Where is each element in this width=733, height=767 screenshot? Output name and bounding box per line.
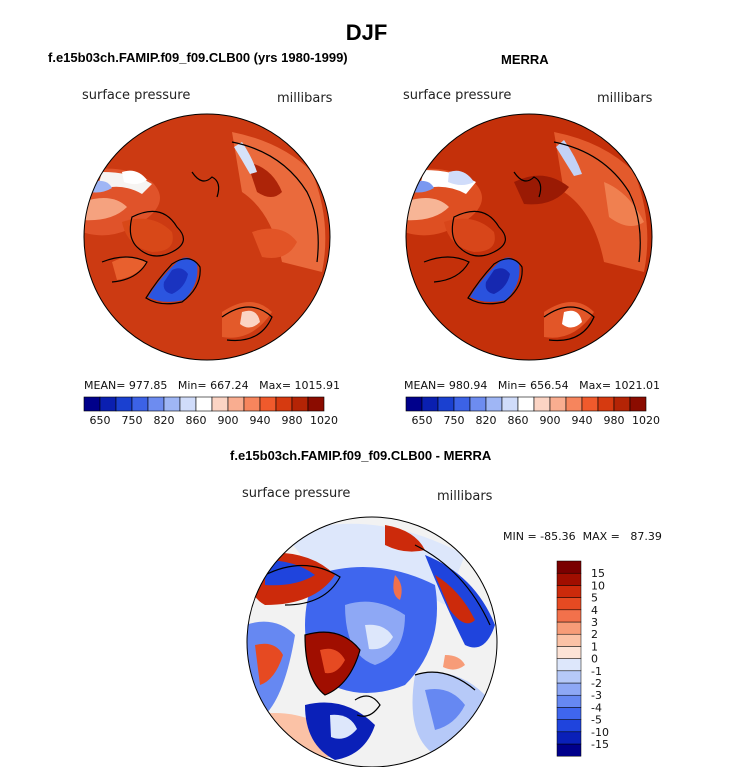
- diff-variable-label: surface pressure: [242, 486, 351, 501]
- colorbar-swatch: [556, 597, 582, 611]
- colorbar-swatch: [613, 396, 631, 412]
- colorbar-swatch: [115, 396, 133, 412]
- colorbar-tick-label: 860: [508, 414, 529, 427]
- colorbar-swatch: [307, 396, 325, 412]
- colorbar-tick-label: 0: [591, 653, 598, 666]
- colorbar-tick-label: 1020: [310, 414, 338, 427]
- colorbar-swatch: [469, 396, 487, 412]
- left-units-label: millibars: [277, 91, 333, 106]
- colorbar-tick-label: -2: [591, 677, 602, 690]
- colorbar-tick-label: 4: [591, 604, 598, 617]
- colorbar-swatch: [211, 396, 229, 412]
- colorbar-swatch: [556, 731, 582, 745]
- colorbar-swatch: [556, 621, 582, 635]
- colorbar-tick-label: 1: [591, 640, 598, 653]
- colorbar-tick-label: 820: [476, 414, 497, 427]
- colorbar-tick-label: 10: [591, 579, 605, 592]
- colorbar-swatch: [597, 396, 615, 412]
- colorbar-swatch: [556, 572, 582, 586]
- colorbar-swatch: [99, 396, 117, 412]
- colorbar-tick-label: -15: [591, 738, 609, 751]
- diff-polar-map: [246, 516, 498, 767]
- colorbar-swatch: [437, 396, 455, 412]
- colorbar-tick-label: 820: [154, 414, 175, 427]
- low-pressure-patch: [97, 172, 152, 194]
- left-stats: MEAN= 977.85 Min= 667.24 Max= 1015.91: [84, 379, 341, 392]
- colorbar-swatch: [485, 396, 503, 412]
- colorbar-tick-label: 980: [604, 414, 625, 427]
- colorbar-tick-label: 15: [591, 567, 605, 580]
- colorbar-swatch: [131, 396, 149, 412]
- right-stats: MEAN= 980.94 Min= 656.54 Max= 1021.01: [404, 379, 661, 392]
- colorbar-tick-label: 860: [186, 414, 207, 427]
- colorbar-tick-label: 940: [572, 414, 593, 427]
- colorbar-swatch: [83, 396, 101, 412]
- colorbar-swatch: [163, 396, 181, 412]
- colorbar-tick-label: 650: [412, 414, 433, 427]
- colorbar-swatch: [556, 585, 582, 598]
- colorbar-tick-label: -4: [591, 701, 602, 714]
- colorbar-swatch: [275, 396, 293, 412]
- colorbar-swatch: [195, 396, 213, 412]
- diff-stats: MIN = -85.36 MAX = 87.39: [503, 530, 662, 543]
- right-colorbar: 650 750 820 860 900 940 980 1020: [405, 396, 660, 427]
- colorbar-swatch: [565, 396, 583, 412]
- right-polar-map: [405, 113, 653, 361]
- colorbar-swatch: [243, 396, 261, 412]
- colorbar-tick-label: 1020: [632, 414, 660, 427]
- right-units-label: millibars: [597, 91, 653, 106]
- colorbar-tick-label: 650: [90, 414, 111, 427]
- diff-units-label: millibars: [437, 489, 493, 504]
- colorbar-tick-label: 2: [591, 628, 598, 641]
- colorbar-tick-label: 900: [218, 414, 239, 427]
- colorbar-swatch: [291, 396, 309, 412]
- colorbar-swatch: [405, 396, 423, 412]
- left-colorbar: 650 750 820 860 900 940 980 1020: [83, 396, 338, 427]
- colorbar-swatch: [421, 396, 439, 412]
- colorbar-swatch: [147, 396, 165, 412]
- colorbar-tick-label: 900: [540, 414, 561, 427]
- diff-panel-heading: f.e15b03ch.FAMIP.f09_f09.CLB00 - MERRA: [230, 448, 492, 463]
- right-panel-heading: MERRA: [501, 52, 549, 67]
- colorbar-swatch: [629, 396, 647, 412]
- colorbar-swatch: [533, 396, 551, 412]
- colorbar-swatch: [556, 609, 582, 623]
- colorbar-swatch: [556, 560, 582, 574]
- colorbar-tick-label: 3: [591, 616, 598, 629]
- colorbar-tick-label: 750: [444, 414, 465, 427]
- colorbar-swatch: [556, 670, 582, 684]
- colorbar-swatch: [556, 694, 582, 708]
- left-panel-heading: f.e15b03ch.FAMIP.f09_f09.CLB00 (yrs 1980…: [48, 50, 348, 65]
- colorbar-swatch: [556, 633, 582, 647]
- colorbar-tick-label: 5: [591, 592, 598, 605]
- colorbar-swatch: [549, 396, 567, 412]
- colorbar-swatch: [556, 719, 582, 733]
- colorbar-swatch: [556, 658, 582, 672]
- colorbar-tick-label: -1: [591, 665, 602, 678]
- colorbar-swatch: [179, 396, 197, 412]
- colorbar-swatch: [517, 396, 535, 412]
- colorbar-swatch: [556, 743, 582, 757]
- colorbar-tick-label: -10: [591, 726, 609, 739]
- colorbar-tick-label: 940: [250, 414, 271, 427]
- colorbar-swatch: [556, 707, 582, 720]
- page-title: DJF: [345, 20, 388, 45]
- colorbar-swatch: [581, 396, 599, 412]
- colorbar-tick-label: -5: [591, 714, 602, 727]
- left-variable-label: surface pressure: [82, 88, 191, 103]
- colorbar-tick-label: 750: [122, 414, 143, 427]
- colorbar-swatch: [556, 682, 582, 696]
- colorbar-swatch: [453, 396, 471, 412]
- colorbar-swatch: [501, 396, 519, 412]
- colorbar-swatch: [227, 396, 245, 412]
- colorbar-swatch: [259, 396, 277, 412]
- left-polar-map: [83, 113, 331, 361]
- colorbar-tick-label: 980: [282, 414, 303, 427]
- colorbar-swatch: [556, 646, 582, 659]
- right-variable-label: surface pressure: [403, 88, 512, 103]
- colorbar-tick-label: -3: [591, 689, 602, 702]
